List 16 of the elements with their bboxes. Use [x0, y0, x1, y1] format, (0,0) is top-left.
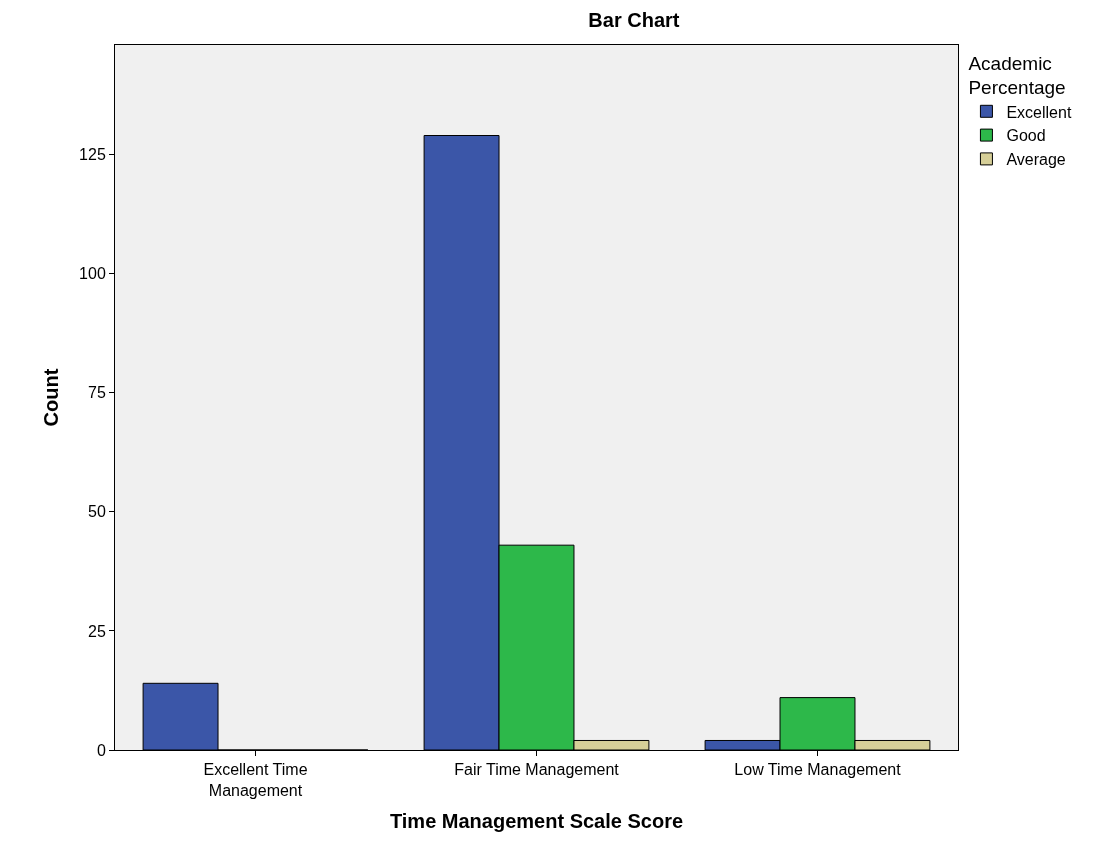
- legend-label: Excellent: [1006, 103, 1072, 121]
- x-axis-title: Time Management Scale Score: [389, 809, 684, 832]
- x-tick-label: Excellent Time Management: [203, 761, 308, 799]
- y-axis-title: Count: [39, 368, 62, 427]
- y-tick-label: 75: [88, 384, 106, 402]
- y-tick-label: 50: [88, 503, 106, 521]
- legend-label: Average: [1006, 151, 1066, 169]
- y-tick-label: 0: [96, 741, 106, 759]
- x-tick-label: Low Time Management: [734, 761, 902, 779]
- legend-label: Good: [1006, 127, 1046, 145]
- y-tick-label: 100: [79, 265, 106, 283]
- y-tick-label: 125: [79, 146, 106, 164]
- chart-title: Bar Chart: [588, 8, 680, 31]
- legend-title: Academic Percentage: [968, 52, 1066, 99]
- y-tick-label: 25: [88, 622, 106, 640]
- x-tick-label: Fair Time Management: [454, 761, 620, 779]
